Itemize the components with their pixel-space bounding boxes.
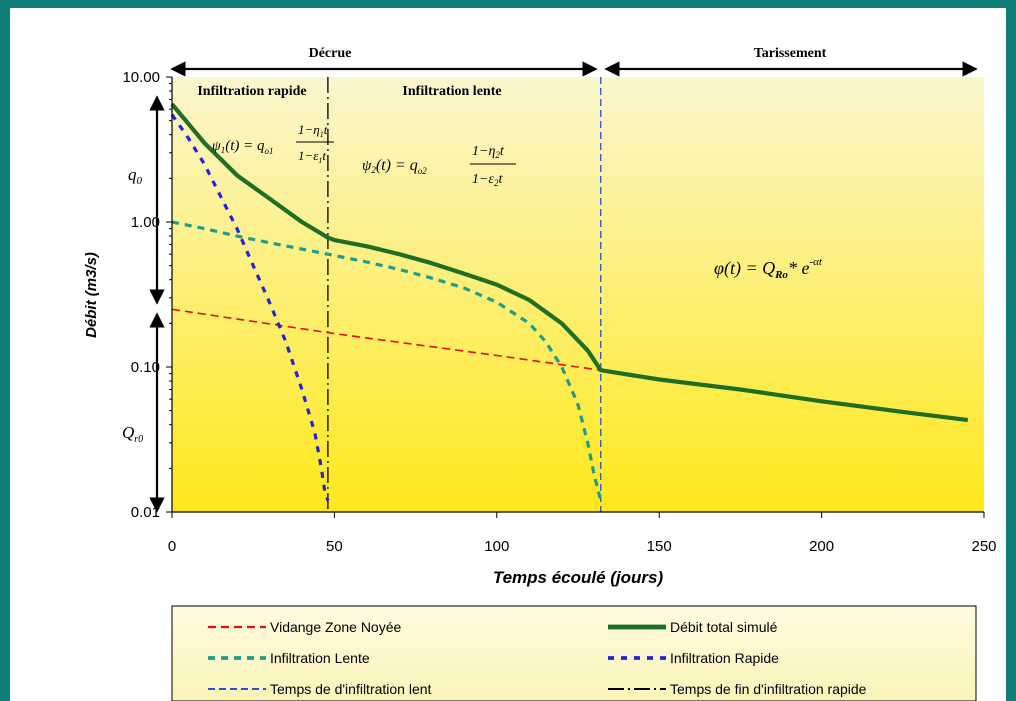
tarissement-label: Tarissement (754, 46, 827, 61)
x-tick-label: 150 (647, 538, 672, 555)
y-axis-label: Débit (m3/s) (83, 252, 100, 338)
phi-rest: * e (788, 258, 810, 278)
phi-sub: Ro (774, 269, 788, 281)
psi1-num-t: t (324, 122, 328, 137)
phi-exp: -αt (809, 256, 822, 268)
psi2-numerator: 1−η2t (472, 144, 505, 160)
psi1-num-main: 1−η (298, 122, 320, 137)
x-tick-label: 200 (809, 538, 834, 555)
infiltration-rapide-label: Infiltration rapide (197, 84, 306, 99)
psi2-q-sub: o2 (418, 166, 428, 176)
legend-label-infiltration-lente: Infiltration Lente (270, 650, 370, 666)
phi-lhs: φ(t) = Q (714, 258, 775, 279)
phase-decrue: Décrue (178, 46, 590, 69)
q0-label-sub: 0 (137, 175, 143, 187)
psi2-mid: (t) = q (376, 157, 418, 174)
legend-label-vidange-zone-noyee: Vidange Zone Noyée (270, 619, 401, 635)
x-tick-label: 0 (168, 538, 176, 555)
legend-label-temps-de-d-infiltration-lent: Temps de d'infiltration lent (270, 681, 432, 697)
psi1-den-t: t (322, 148, 326, 163)
psi1-q-sub: o1 (264, 146, 273, 156)
decrue-label: Décrue (309, 46, 352, 61)
legend-label-temps-de-fin-d-infiltration-rapide: Temps de fin d'infiltration rapide (670, 681, 867, 697)
phase-tarissement: Tarissement (612, 46, 970, 69)
psi2-den-main: 1−ε (472, 172, 494, 187)
y-tick-label: 1.00 (131, 214, 160, 231)
x-tick-label: 50 (326, 538, 343, 555)
psi1-numerator: 1−η1t (298, 122, 328, 139)
psi1-denominator: 1−ε1t (298, 148, 326, 165)
y-tick-label: 10.00 (122, 69, 160, 86)
qr0-label-sub: r0 (134, 434, 143, 445)
infiltration-lente-label: Infiltration lente (402, 84, 501, 99)
q0-range: q0 (128, 103, 157, 297)
psi2-denominator: 1−ε2t (472, 172, 503, 188)
q0-label: q0 (128, 165, 143, 187)
x-tick-label: 100 (484, 538, 509, 555)
x-axis-label: Temps écoulé (jours) (493, 568, 664, 587)
y-tick-label: 0.10 (131, 359, 160, 376)
qr0-label: Qr0 (122, 423, 143, 445)
psi1-mid: (t) = q (225, 138, 265, 154)
psi1-den-main: 1−ε (298, 148, 319, 163)
psi1-symbol: ψ (212, 139, 221, 154)
plot-area (172, 77, 984, 512)
legend: Vidange Zone Noyée Débit total simulé Infi… (172, 606, 976, 701)
qr0-label-main: Q (122, 423, 134, 442)
psi2-num-main: 1−η (472, 144, 495, 159)
qr0-range: Qr0 (122, 320, 157, 505)
phi-formula: φ(t) = QRo* e-αt (714, 256, 823, 281)
legend-label-debit-total-simule: Débit total simulé (670, 619, 778, 635)
y-tick-label: 0.01 (131, 504, 160, 521)
x-tick-label: 250 (971, 538, 996, 555)
legend-label-infiltration-rapide: Infiltration Rapide (670, 650, 779, 666)
